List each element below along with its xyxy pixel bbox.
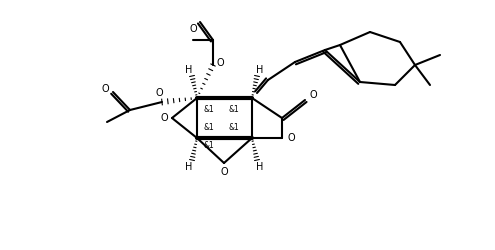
Text: O: O — [155, 88, 163, 98]
Text: &1: &1 — [203, 106, 214, 114]
Text: &1: &1 — [203, 142, 214, 150]
Text: O: O — [287, 133, 295, 143]
Text: H: H — [185, 162, 193, 172]
Text: O: O — [309, 90, 317, 100]
Text: &1: &1 — [229, 106, 240, 114]
Text: O: O — [189, 24, 197, 34]
Text: O: O — [220, 167, 228, 177]
Text: H: H — [256, 65, 264, 75]
Text: O: O — [216, 58, 224, 68]
Text: &1: &1 — [203, 124, 214, 132]
Text: H: H — [256, 162, 264, 172]
Text: O: O — [160, 113, 168, 123]
Text: &1: &1 — [229, 124, 240, 132]
Text: H: H — [185, 65, 193, 75]
Text: O: O — [101, 84, 109, 94]
